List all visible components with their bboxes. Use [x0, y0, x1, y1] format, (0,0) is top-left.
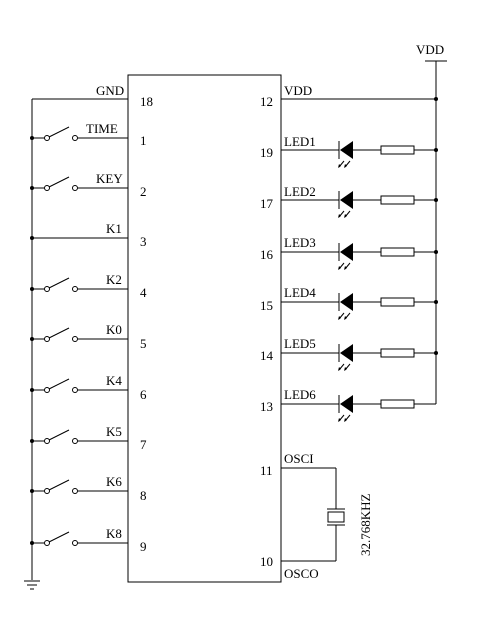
led2-branch: [281, 191, 438, 218]
pin-label-k6: K6: [106, 474, 122, 489]
ground-symbol: [24, 580, 40, 590]
pin-label-gnd: GND: [96, 83, 124, 98]
pin-label-led5: LED5: [284, 336, 316, 351]
pin-number-17: 17: [260, 196, 274, 211]
crystal-frequency-label: 32.768KHZ: [358, 493, 373, 556]
switch-k0: [30, 327, 128, 342]
pin-number-12: 12: [260, 94, 273, 109]
pin-number-14: 14: [260, 348, 274, 363]
pin-number-16: 16: [260, 247, 274, 262]
pin-label-osco: OSCO: [284, 566, 319, 581]
pin-label-led1: LED1: [284, 134, 316, 149]
switch-k8: [30, 531, 128, 546]
led4-branch: [281, 293, 438, 320]
pin-number-11: 11: [260, 463, 273, 478]
switch-time: [30, 126, 128, 141]
switch-k6: [30, 479, 128, 494]
pin-label-osci: OSCI: [284, 451, 314, 466]
pin-label-time: TIME: [86, 121, 118, 136]
led5-branch: [281, 344, 438, 371]
pin-number-1: 1: [140, 133, 147, 148]
pin-label-led2: LED2: [284, 184, 316, 199]
pin-number-5: 5: [140, 336, 147, 351]
pin-label-k5: K5: [106, 424, 122, 439]
pin-number-19: 19: [260, 145, 273, 160]
pin-number-15: 15: [260, 298, 273, 313]
pin-label-k0: K0: [106, 322, 122, 337]
pin-label-led4: LED4: [284, 285, 316, 300]
led3-branch: [281, 243, 438, 270]
pin-label-vdd: VDD: [284, 83, 312, 98]
pin-label-k1: K1: [106, 221, 122, 236]
junction-dot: [434, 97, 438, 101]
pin-number-9: 9: [140, 539, 147, 554]
pin-label-k8: K8: [106, 526, 122, 541]
switch-key: [30, 176, 128, 191]
pin-number-10: 10: [260, 554, 273, 569]
pin-label-led6: LED6: [284, 387, 316, 402]
switch-k4: [30, 378, 128, 393]
pin-label-k4: K4: [106, 373, 122, 388]
led1-branch: [281, 141, 438, 168]
pin-number-3: 3: [140, 234, 147, 249]
pin-label-k2: K2: [106, 272, 122, 287]
supply-label: VDD: [416, 42, 444, 57]
ic-body: [127, 74, 282, 583]
crystal-oscillator: [281, 467, 345, 562]
pin-number-8: 8: [140, 488, 147, 503]
pin-label-led3: LED3: [284, 235, 316, 250]
pin-number-6: 6: [140, 387, 147, 402]
led6-branch: [281, 395, 436, 422]
resistor: [380, 145, 415, 155]
pin-number-2: 2: [140, 184, 147, 199]
switch-k2: [30, 277, 128, 292]
pin-label-key: KEY: [96, 171, 123, 186]
pin-number-18: 18: [140, 94, 153, 109]
pin-number-13: 13: [260, 399, 273, 414]
pin-number-4: 4: [140, 285, 147, 300]
pin-number-7: 7: [140, 437, 147, 452]
switch-k5: [30, 429, 128, 444]
